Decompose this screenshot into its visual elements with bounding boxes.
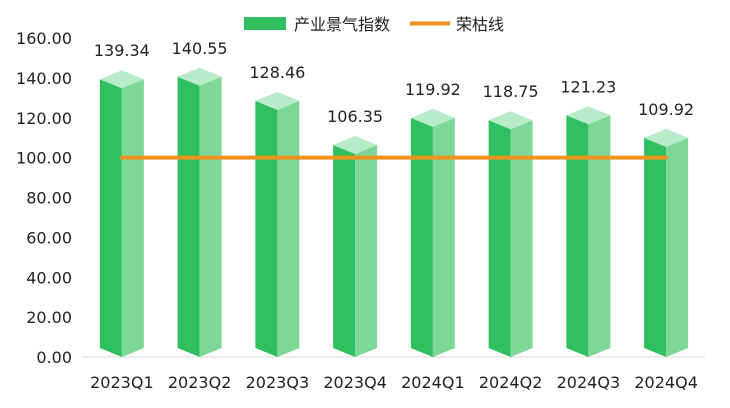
legend-swatch-bars (244, 17, 286, 30)
legend-label-bars: 产业景气指数 (294, 15, 390, 34)
bar-value-label: 106.35 (327, 107, 383, 126)
x-tick-label: 2024Q3 (557, 373, 621, 392)
bar-value-label: 118.75 (483, 82, 539, 101)
bar-face-left (410, 117, 433, 357)
y-tick-label: 40.00 (26, 268, 72, 287)
x-tick-label: 2024Q2 (479, 373, 543, 392)
bar-value-label: 119.92 (405, 80, 461, 99)
bar-group (488, 111, 533, 357)
legend-item-line[interactable]: 荣枯线 (410, 15, 504, 34)
bar-face-left (566, 115, 589, 357)
x-tick-label: 2024Q1 (401, 373, 465, 392)
bar-face-right (121, 79, 144, 358)
bar-face-top (566, 106, 611, 125)
y-tick-label: 60.00 (26, 228, 72, 247)
bar-face-top (410, 108, 455, 127)
legend-item-bars[interactable]: 产业景气指数 (244, 15, 390, 34)
bar-group (99, 70, 144, 358)
bar-face-left (333, 144, 356, 357)
y-tick-label: 120.00 (16, 109, 72, 128)
y-tick-label: 140.00 (16, 69, 72, 88)
bar-value-label: 128.46 (249, 63, 305, 82)
bar-face-right (355, 144, 378, 357)
bar-face-right (666, 137, 689, 357)
bar-face-right (588, 115, 611, 357)
bar-face-right (510, 120, 533, 357)
bar-face-top (333, 135, 378, 154)
x-tick-label: 2023Q2 (168, 373, 232, 392)
bar-face-top (99, 70, 144, 89)
bar-group (255, 91, 300, 357)
y-axis: 0.00 20.00 40.00 60.00 80.00 100.00 120.00 140.… (16, 29, 72, 367)
bar-value-label: 140.55 (172, 39, 228, 58)
bar-face-left (644, 137, 667, 357)
bar-face-left (255, 100, 278, 357)
x-tick-label: 2023Q3 (246, 373, 310, 392)
bar-group (177, 67, 222, 357)
bar-value-label: 121.23 (560, 77, 616, 96)
bar-face-top (644, 128, 689, 147)
y-tick-label: 160.00 (16, 29, 72, 48)
bar-face-left (488, 120, 511, 357)
bars (99, 67, 689, 358)
bar-face-top (177, 67, 222, 86)
y-tick-label: 0.00 (36, 348, 72, 367)
bar-face-right (277, 100, 300, 357)
bar-group (644, 128, 689, 357)
bar-face-top (488, 111, 533, 130)
data-labels: 139.34 140.55 128.46 106.35 119.92 118.75 121.… (94, 39, 694, 126)
bar-face-right (432, 117, 455, 357)
bar-face-top (255, 91, 300, 110)
legend-label-line: 荣枯线 (456, 15, 504, 34)
x-tick-label: 2023Q4 (323, 373, 387, 392)
bar-group (410, 108, 455, 357)
bar-face-left (177, 76, 200, 357)
y-tick-label: 80.00 (26, 189, 72, 208)
bar-value-label: 139.34 (94, 41, 150, 60)
bar-group (566, 106, 611, 357)
bar-value-label: 109.92 (638, 100, 694, 119)
y-tick-label: 20.00 (26, 308, 72, 327)
bar-group (333, 135, 378, 357)
x-tick-label: 2024Q4 (634, 373, 698, 392)
bar-face-right (199, 76, 222, 357)
x-axis: 2023Q1 2023Q2 2023Q3 2023Q4 2024Q1 2024Q2 2024… (83, 356, 705, 392)
bar-face-left (99, 79, 122, 358)
y-tick-label: 100.00 (16, 149, 72, 168)
legend: 产业景气指数 荣枯线 (244, 15, 504, 34)
x-tick-label: 2023Q1 (90, 373, 154, 392)
